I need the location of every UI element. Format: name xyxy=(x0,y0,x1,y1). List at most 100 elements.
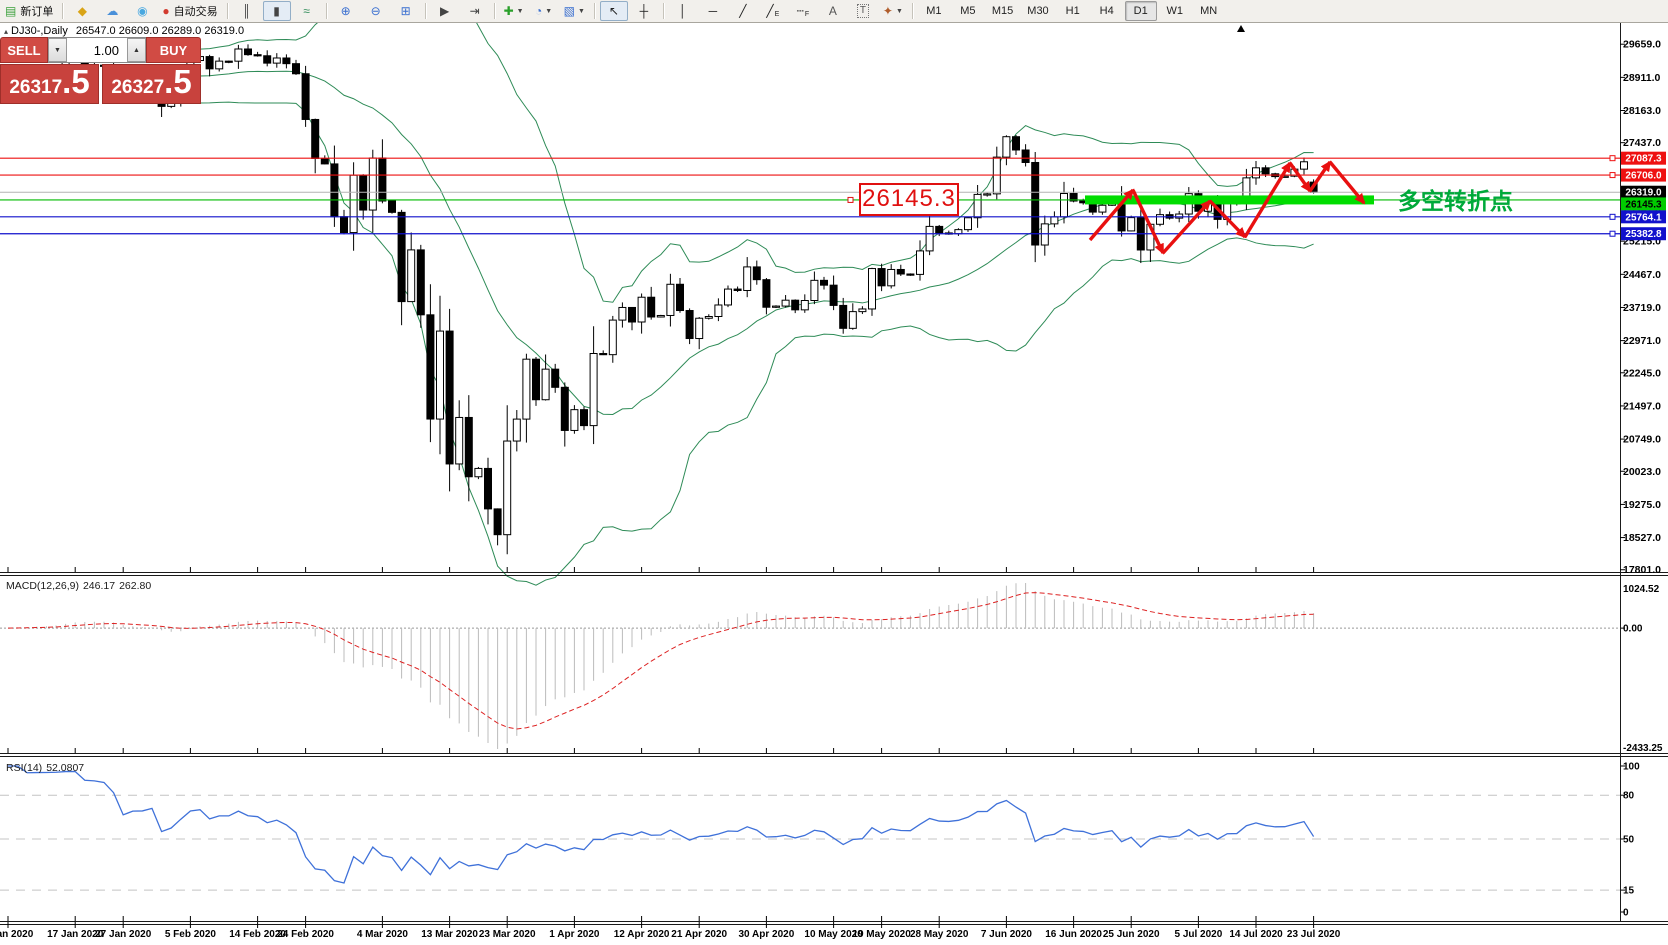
svg-text:21 Apr 2020: 21 Apr 2020 xyxy=(671,929,727,940)
svg-text:23719.0: 23719.0 xyxy=(1623,302,1661,314)
volume-increase-button[interactable]: ▲ xyxy=(127,38,146,62)
svg-text:20023.0: 20023.0 xyxy=(1623,466,1661,478)
svg-text:80: 80 xyxy=(1623,791,1635,802)
sell-button[interactable]: SELL xyxy=(0,37,48,63)
svg-text:27 Jan 2020: 27 Jan 2020 xyxy=(95,929,152,940)
svg-text:25764.1: 25764.1 xyxy=(1625,212,1662,223)
svg-text:30 Apr 2020: 30 Apr 2020 xyxy=(739,929,795,940)
text-label-icon: T xyxy=(856,4,869,18)
svg-text:1 Apr 2020: 1 Apr 2020 xyxy=(549,929,600,940)
timeframe-m1-button[interactable]: M1 xyxy=(926,5,942,17)
sell-price-display[interactable]: 26317.5 xyxy=(0,64,99,104)
svg-text:14 Jul 2020: 14 Jul 2020 xyxy=(1229,929,1283,940)
rsi-name: RSI(14) xyxy=(6,762,43,774)
rsi-value: 52.0807 xyxy=(46,762,85,774)
trendline-button[interactable]: ╱ xyxy=(729,1,757,21)
zoom-in-icon: ⊕ xyxy=(340,4,351,18)
dropdown-arrow-icon: ▼ xyxy=(895,7,903,15)
timeframe-m30-button[interactable]: M30 xyxy=(1027,5,1049,17)
timeframe-h1-button[interactable]: H1 xyxy=(1065,5,1080,17)
chart-shift-button[interactable]: ⇥ xyxy=(461,1,489,21)
svg-text:29659.0: 29659.0 xyxy=(1623,39,1661,51)
rsi-panel: 100 80 50 15 0 xyxy=(0,762,1640,919)
vertical-line-button[interactable]: │ xyxy=(669,1,697,21)
svg-text:16 Jun 2020: 16 Jun 2020 xyxy=(1045,929,1102,940)
auto-scroll-button[interactable]: ▶ xyxy=(431,1,459,21)
buy-button[interactable]: BUY xyxy=(146,37,201,63)
svg-text:0.00: 0.00 xyxy=(1623,624,1643,635)
crosshair-button[interactable]: ┼ xyxy=(630,1,658,21)
price-level-annotation-box[interactable]: 26145.3 xyxy=(859,183,959,216)
candlestick-chart-button[interactable]: ▮ xyxy=(262,1,291,21)
community-button[interactable]: ☁ xyxy=(98,1,126,21)
svg-text:28911.0: 28911.0 xyxy=(1623,72,1661,84)
periods-button[interactable]: ◔ ▼ xyxy=(530,1,558,21)
zoom-out-button[interactable]: ⊖ xyxy=(362,1,390,21)
line-anchor-square xyxy=(847,196,854,203)
label-button[interactable]: T xyxy=(849,1,877,21)
vertical-line-icon: │ xyxy=(679,4,687,18)
horizontal-line-objects[interactable] xyxy=(0,157,1620,235)
volume-value[interactable]: 1.00 xyxy=(93,42,119,58)
templates-button[interactable]: ▧ ▼ xyxy=(560,1,589,21)
timeframe-m5-button[interactable]: M5 xyxy=(960,5,976,17)
text-button[interactable]: A xyxy=(819,1,847,21)
svg-text:28163.0: 28163.0 xyxy=(1623,105,1661,117)
chart-shift-icon: ⇥ xyxy=(469,4,480,18)
one-click-trading-panel: SELL ▼ 1.00 ▲ BUY 26317.5 26327.5 xyxy=(0,37,201,104)
svg-text:7 Jun 2020: 7 Jun 2020 xyxy=(981,929,1033,940)
macd-panel: 1024.52 0.00 -2433.25 xyxy=(0,583,1663,754)
cursor-button[interactable]: ↖ xyxy=(599,1,628,21)
indicators-button[interactable]: ✚ ▼ xyxy=(500,1,528,21)
timeframe-mn-button[interactable]: MN xyxy=(1200,5,1218,17)
shapes-button[interactable]: ✦ ▼ xyxy=(879,1,907,21)
svg-text:13 Mar 2020: 13 Mar 2020 xyxy=(421,929,478,940)
timeframe-m15-button[interactable]: M15 xyxy=(991,5,1014,17)
channel-button[interactable]: ╱ E xyxy=(759,1,787,21)
price-axis[interactable]: 29659.028911.028163.027437.025941.025215… xyxy=(1609,39,1666,577)
support-highlight-band[interactable] xyxy=(1085,195,1374,205)
zoom-in-button[interactable]: ⊕ xyxy=(332,1,360,21)
toolbar-separator xyxy=(593,3,595,19)
new-order-button-label: 新订单 xyxy=(20,6,54,18)
horizontal-line-button[interactable]: ─ xyxy=(699,1,727,21)
collapse-triangle-icon[interactable]: ▴ xyxy=(4,27,9,36)
autotrading-icon: ● xyxy=(162,4,170,18)
turning-point-annotation-text[interactable]: 多空转折点 xyxy=(1398,188,1513,215)
fibonacci-icon: ┄ xyxy=(796,4,804,18)
timeframe-d1-button[interactable]: D1 xyxy=(1124,1,1157,21)
svg-text:26145.3: 26145.3 xyxy=(1625,199,1662,210)
toolbar: ▤ 新订单 ◆ ☁ ◉ ● 自动交易 ║ ▮ ≈ ⊕ ⊖ ⊞ ▶ ⇥ ✚ ▼ ◔ ▼ ▧ ▼ ↖ ┼ │ ─ ╱ ╱ E ┄ F A T ✦ ▼ M… xyxy=(0,0,1668,23)
trendline-icon: ╱ xyxy=(739,4,747,18)
line-chart-button[interactable]: ≈ xyxy=(293,1,321,21)
svg-text:14 Feb 2020: 14 Feb 2020 xyxy=(229,929,286,940)
channel-button-sub-letter: E xyxy=(774,10,780,18)
tile-windows-button[interactable]: ⊞ xyxy=(392,1,420,21)
svg-text:5 Jul 2020: 5 Jul 2020 xyxy=(1174,929,1222,940)
svg-text:18527.0: 18527.0 xyxy=(1623,532,1661,544)
tile-windows-icon: ⊞ xyxy=(400,4,411,18)
new-order-button[interactable]: ▤ 新订单 xyxy=(1,1,57,21)
buy-price-display[interactable]: 26327.5 xyxy=(102,64,201,104)
bar-chart-button[interactable]: ║ xyxy=(233,1,261,21)
fibonacci-button[interactable]: ┄ F xyxy=(789,1,817,21)
svg-text:22245.0: 22245.0 xyxy=(1623,367,1661,379)
timeframe-h4-button[interactable]: H4 xyxy=(1099,5,1114,17)
crosshair-icon: ┼ xyxy=(639,4,649,18)
toolbar-separator xyxy=(493,3,495,19)
bar-chart-icon: ║ xyxy=(242,4,251,18)
svg-text:23 Mar 2020: 23 Mar 2020 xyxy=(479,929,536,940)
auto-scroll-icon: ▶ xyxy=(439,4,450,18)
chart-title: ▴ DJ30-,Daily 26547.0 26609.0 26289.0 2631… xyxy=(4,25,244,37)
signals-button[interactable]: ◉ xyxy=(128,1,156,21)
market-button[interactable]: ◆ xyxy=(68,1,96,21)
cloud-icon: ☁ xyxy=(106,4,119,18)
autotrading-button[interactable]: ● 自动交易 xyxy=(158,1,221,21)
channel-icon: ╱ xyxy=(766,4,774,18)
volume-decrease-button[interactable]: ▼ xyxy=(48,38,67,62)
svg-text:27087.3: 27087.3 xyxy=(1625,154,1662,165)
trend-arrow-annotation[interactable] xyxy=(1088,160,1366,255)
timeframe-w1-button[interactable]: W1 xyxy=(1166,5,1183,17)
